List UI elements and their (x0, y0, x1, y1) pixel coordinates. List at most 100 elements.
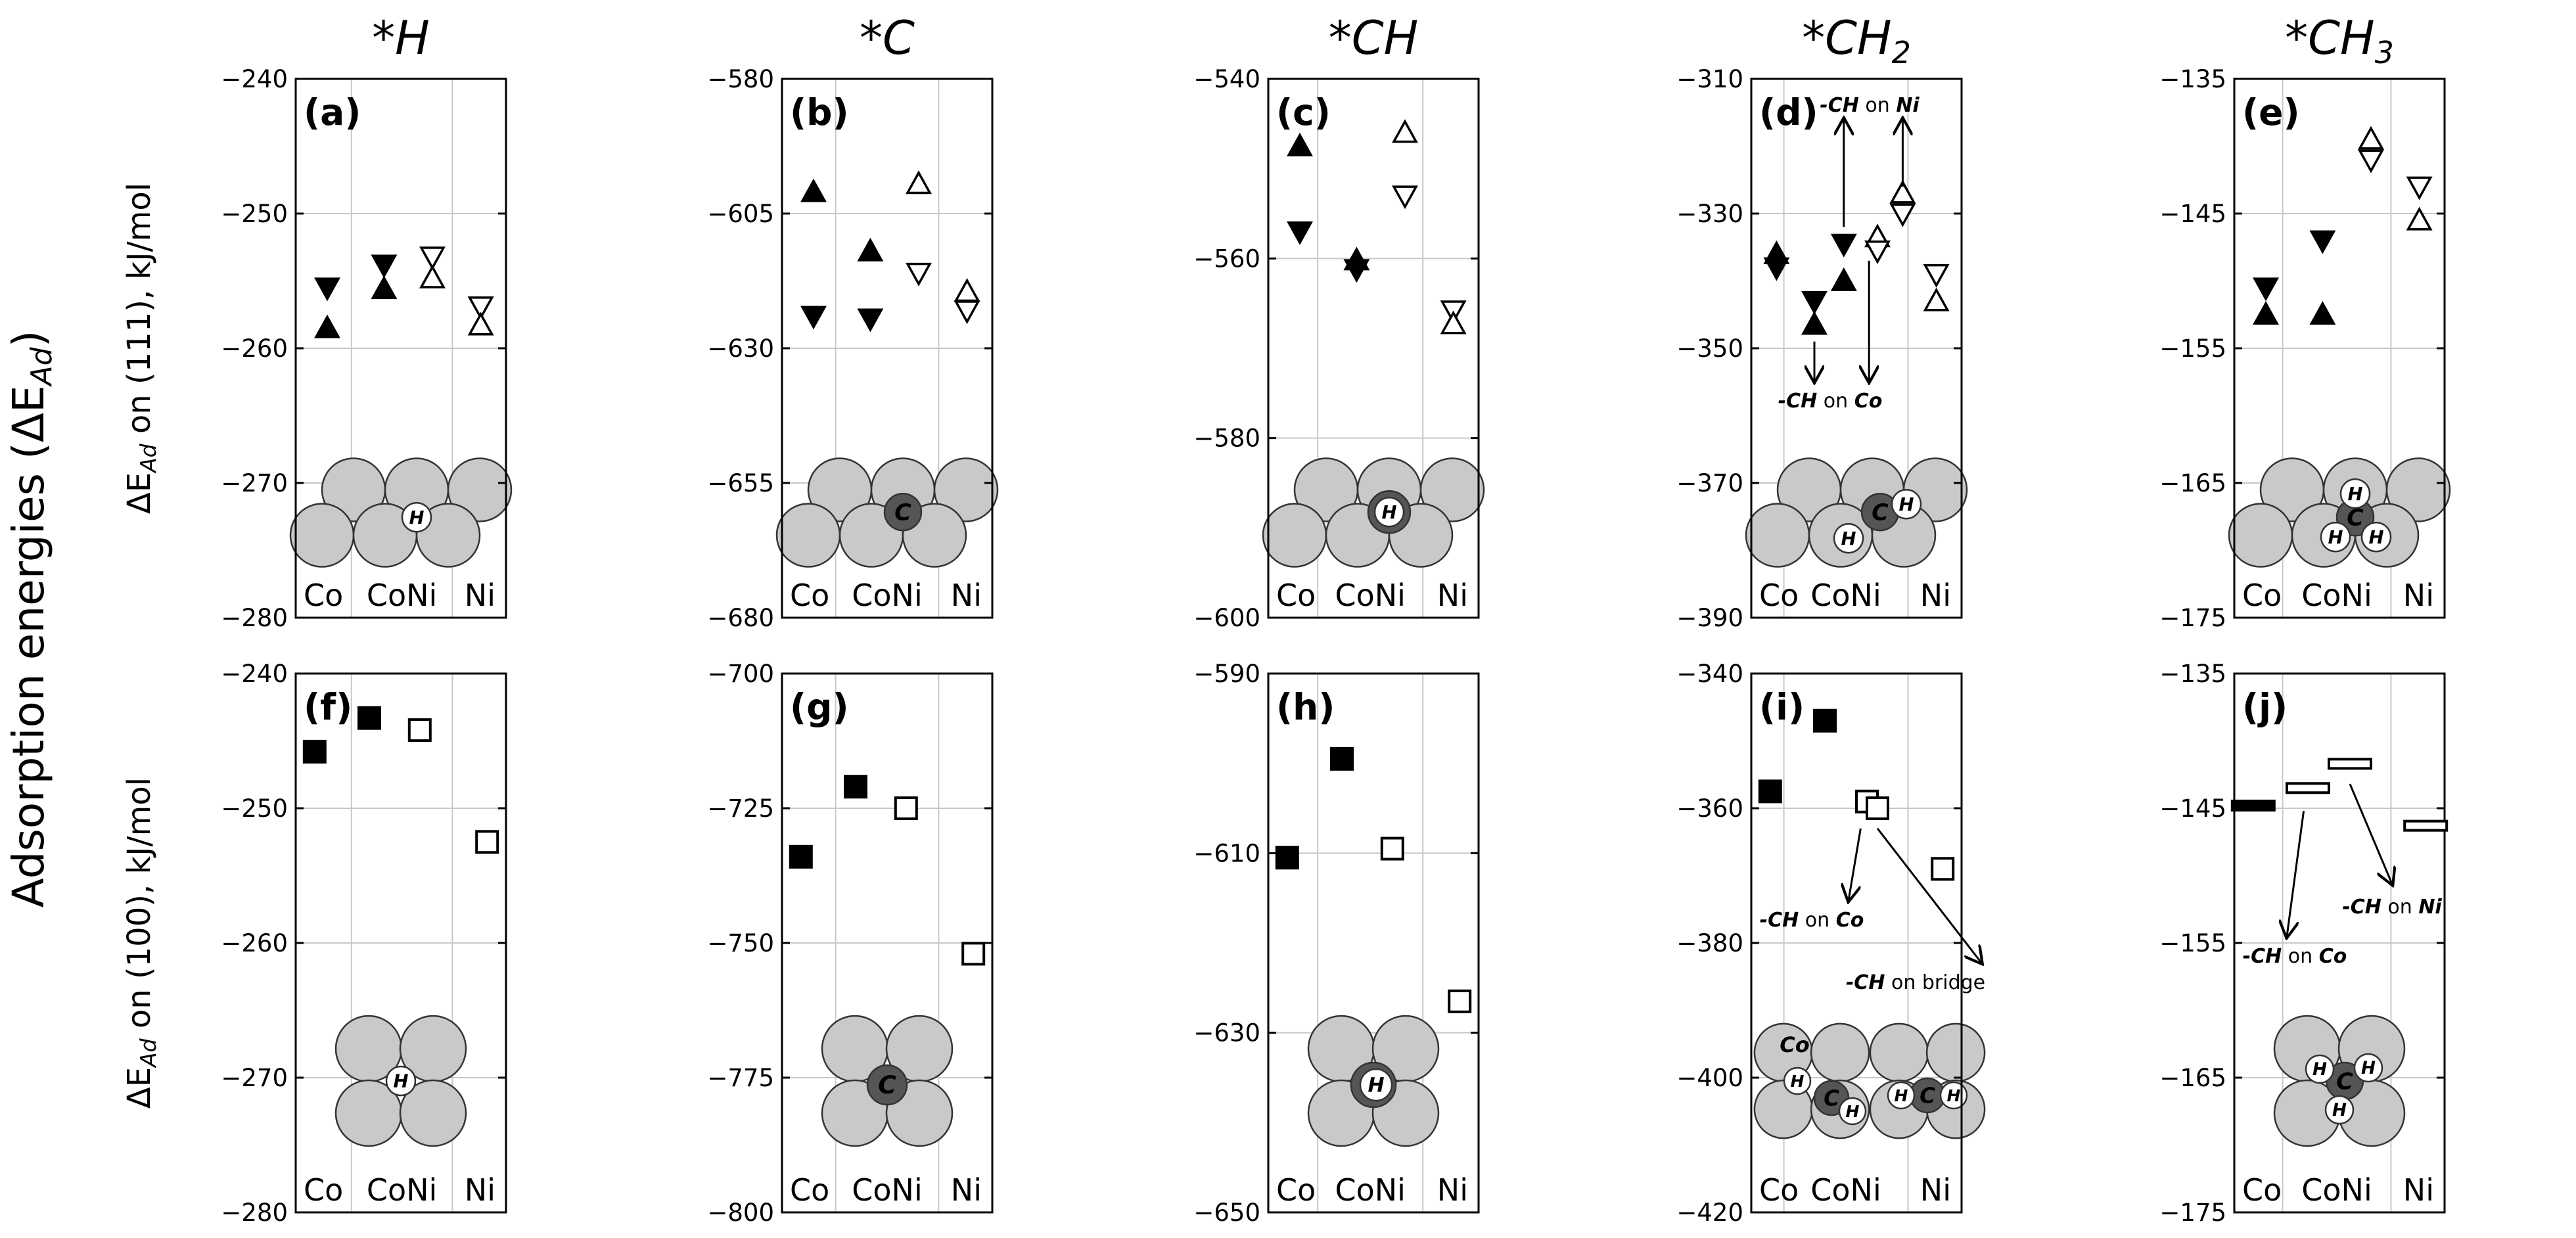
ytick-label: −630 (707, 334, 774, 363)
hydrogen-label: H (1791, 1072, 1805, 1091)
ytick-label: −155 (2159, 929, 2226, 957)
panel-label: (f) (304, 686, 352, 728)
adsorbate-structure: C (821, 1015, 954, 1147)
carbon-label: C (1824, 1086, 1839, 1111)
ytick-label: −350 (1676, 334, 1743, 363)
data-point-tri-down-open (1864, 241, 1891, 264)
panel-g (781, 672, 994, 1214)
data-point-tri-down-open (954, 300, 980, 325)
category-label-coni: CoNi (1335, 578, 1405, 613)
data-point-tri-down-open (467, 296, 494, 321)
panel-e (2233, 78, 2446, 619)
data-point-tri-up-filled (800, 178, 827, 202)
adsorbate-structure: H (334, 1015, 467, 1147)
data-point-tri-up-open (1440, 310, 1467, 334)
data-point-tri-up-filled (2309, 301, 2336, 325)
data-point-tri-up-open (1889, 179, 1916, 204)
axes-frame (1267, 672, 1480, 1214)
data-point-square-open (961, 942, 986, 966)
data-point-bar-open (2328, 758, 2372, 770)
ytick-label: −330 (1676, 200, 1743, 228)
hydrogen-label: H (2361, 1059, 2376, 1078)
ytick-label: −360 (1676, 794, 1743, 823)
data-point-tri-up-filled (1801, 311, 1828, 335)
column-title-3: *CH (1329, 11, 1419, 65)
data-point-tri-down-open (906, 262, 932, 287)
data-point-tri-down-filled (1830, 233, 1857, 258)
carbon-atom (883, 492, 923, 532)
ytick-label: −270 (221, 1064, 288, 1092)
category-label-ni: Ni (1920, 578, 1951, 613)
data-point-tri-up-filled (314, 314, 340, 338)
hydrogen-label: H (2347, 484, 2362, 505)
ytick-label: −145 (2159, 200, 2226, 228)
ytick-label: −540 (1193, 65, 1260, 93)
category-label-coni: CoNi (2301, 1172, 2372, 1208)
category-label-co: Co (1759, 578, 1799, 613)
category-label-ni: Ni (1920, 1172, 1951, 1208)
data-point-bar-open (2286, 782, 2330, 794)
hydrogen-label: H (1947, 1086, 1961, 1105)
adsorbate-structure: H (289, 457, 513, 568)
hydrogen-atom (2320, 521, 2351, 553)
data-point-tri-up-open (2358, 126, 2384, 150)
column-title-1: *H (372, 11, 430, 65)
hydrogen-atom (1887, 1081, 1916, 1110)
ytick-label: −260 (221, 929, 288, 957)
panel-label: (a) (304, 91, 361, 133)
ytick-label: −590 (1193, 660, 1260, 688)
annotation-label: -CH on Co (1760, 909, 1864, 932)
hydrogen-label: H (393, 1071, 408, 1092)
adsorbate-structure: CH H H (2228, 457, 2451, 568)
hydrogen-label: H (2368, 527, 2383, 548)
hydrogen-atom (2339, 478, 2371, 509)
data-point-tri-down-filled (2309, 230, 2336, 254)
carbon-label: C (1920, 1083, 1935, 1108)
data-point-tri-down-filled (1801, 290, 1828, 315)
category-label-ni: Ni (1437, 1172, 1468, 1208)
ytick-label: −605 (707, 200, 774, 228)
category-label-coni: CoNi (367, 1172, 437, 1208)
annotation-arrow (2349, 783, 2392, 884)
hydrogen-atom (2324, 1095, 2355, 1125)
data-point-square-filled (1330, 746, 1354, 771)
category-label-ni: Ni (2403, 1172, 2434, 1208)
ytick-label: −260 (221, 334, 288, 363)
ytick-label: −340 (1676, 660, 1743, 688)
ytick-label: −165 (2159, 469, 2226, 497)
data-point-square-open (475, 830, 499, 854)
panel-label: (j) (2242, 686, 2288, 728)
category-label-co: Co (1759, 1172, 1799, 1208)
panel-d (1750, 78, 1963, 619)
hydrogen-label: H (1841, 528, 1856, 549)
panel-a (294, 78, 507, 619)
ytick-label: −400 (1676, 1064, 1743, 1092)
data-point-square-open (1380, 837, 1404, 861)
data-point-square-open (407, 718, 432, 743)
data-point-tri-up-open (2406, 206, 2433, 231)
category-label-ni: Ni (951, 578, 982, 613)
hydrogen-atom (401, 501, 432, 533)
carbon-label: C (2347, 505, 2364, 531)
annotation-arrow (1849, 828, 1862, 900)
category-label-co: Co (790, 578, 829, 613)
ytick-label: −610 (1193, 839, 1260, 867)
hydrogen-label: H (2312, 1060, 2327, 1080)
category-label-coni: CoNi (852, 578, 922, 613)
panel-label: (c) (1276, 91, 1331, 133)
data-point-tri-up-open (1392, 119, 1418, 143)
data-point-tri-down-open (419, 246, 446, 271)
ytick-label: −650 (1193, 1199, 1260, 1227)
category-label-co: Co (304, 578, 343, 613)
ytick-label: −155 (2159, 334, 2226, 363)
hydrogen-atom (1891, 488, 1922, 520)
category-label-coni: CoNi (1810, 578, 1881, 613)
ytick-label: −700 (707, 660, 774, 688)
metal-atom (1925, 1022, 1986, 1083)
metal-atom (1262, 503, 1327, 568)
ytick-label: −135 (2159, 660, 2226, 688)
ytick-label: −270 (221, 469, 288, 497)
hydrogen-label: H (409, 507, 424, 528)
carbon-label: C (878, 1070, 896, 1099)
category-label-co: Co (790, 1172, 829, 1208)
